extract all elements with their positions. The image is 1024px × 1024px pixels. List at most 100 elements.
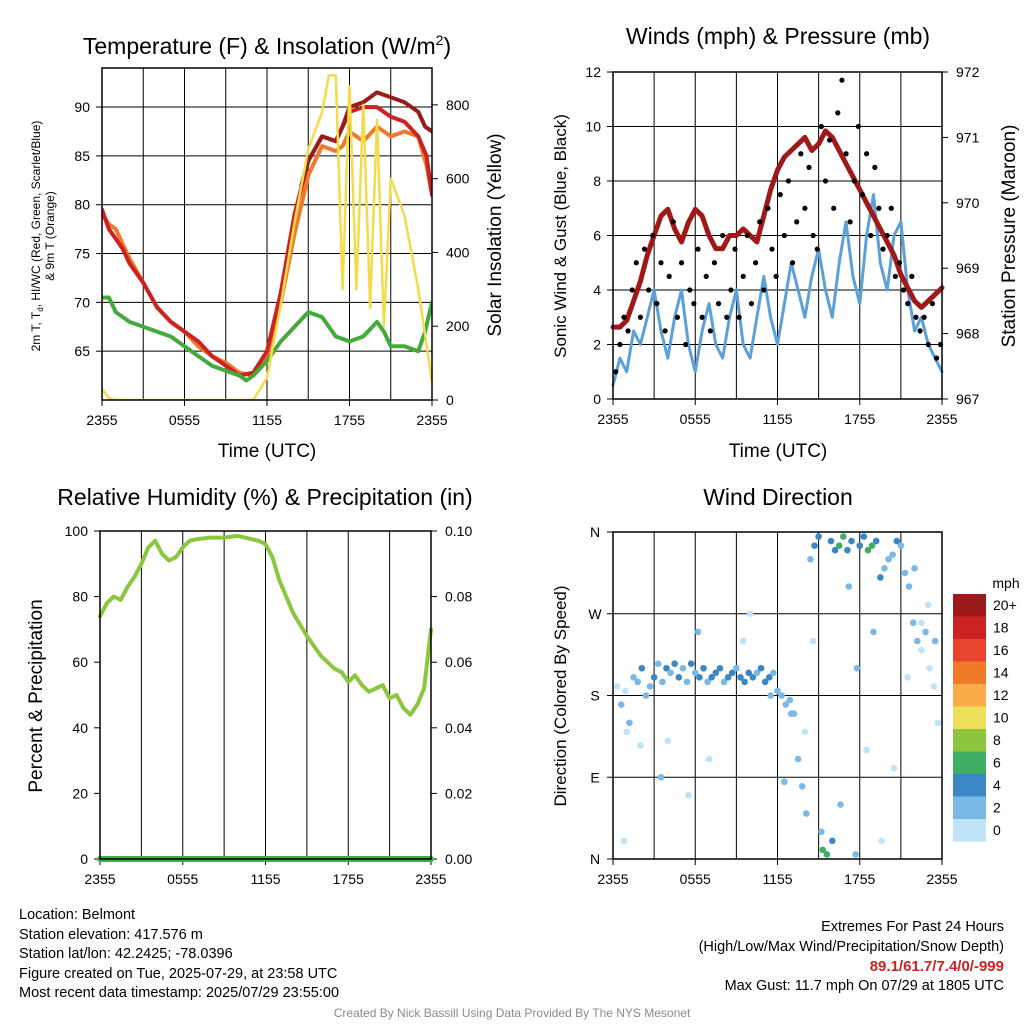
legend-label: 14 [993, 665, 1009, 681]
legend-swatch [953, 706, 986, 729]
legend-label: 0 [993, 822, 1001, 838]
wind-frame [612, 71, 943, 400]
direction-point [687, 660, 695, 668]
legend-label: 2 [993, 800, 1001, 816]
temperature-y2tick-label: 400 [446, 244, 470, 260]
legend-swatch [953, 774, 986, 797]
direction-point [794, 755, 802, 763]
direction-point [671, 660, 678, 668]
humidity-grid [140, 531, 391, 859]
direction-point [753, 669, 761, 677]
gust-point [670, 219, 676, 225]
direction-point [926, 664, 933, 672]
gust-point [740, 273, 746, 279]
extremes-title: Extremes For Past 24 Hours [821, 919, 1004, 935]
gust-point [736, 314, 742, 320]
direction-point [667, 669, 674, 677]
wind-xtick-label: 1155 [762, 411, 792, 427]
gust-point [843, 151, 849, 157]
direction-point [634, 678, 641, 686]
temperature-frame [101, 67, 433, 401]
direction-point [654, 660, 662, 668]
direction-point [630, 674, 637, 681]
direction-point [774, 687, 781, 695]
direction-point [745, 669, 753, 677]
direction-point [864, 546, 872, 554]
humidity-ytick-label: 40 [72, 720, 88, 736]
gust-point [654, 301, 660, 307]
direction-point [685, 792, 692, 799]
direction-point [737, 674, 744, 681]
gust-point [650, 232, 656, 239]
legend-swatch [953, 684, 986, 707]
direction-point [853, 664, 861, 672]
direction-frame [612, 531, 943, 860]
gust-point [637, 314, 644, 320]
legend-swatch [953, 594, 986, 617]
gust-point [921, 314, 927, 320]
temperature-ytick-label: 80 [74, 197, 90, 213]
direction-point [863, 746, 870, 754]
credit-text: Created By Nick Bassill Using Data Provi… [333, 1006, 691, 1020]
legend-label: 18 [993, 620, 1009, 636]
direction-point [889, 551, 896, 559]
wind-ytick-label: 4 [593, 282, 601, 298]
gust-point [633, 260, 639, 266]
legend-swatch [953, 661, 986, 684]
gust-point [884, 232, 890, 239]
direction-point [881, 565, 888, 572]
direction-point [877, 574, 884, 581]
direction-point [733, 664, 740, 672]
direction-point [622, 687, 629, 695]
direction-point [897, 542, 905, 549]
legend-label: 16 [993, 642, 1009, 658]
temperature-ylabel-line2: & 9m T (Orange) [43, 191, 57, 281]
temperature-series [102, 74, 432, 400]
direction-xtick-label: 1155 [762, 871, 792, 887]
direction-point [623, 728, 631, 736]
gust-point [913, 314, 919, 320]
gust-point [715, 301, 722, 307]
temperature-ytick-label: 65 [74, 343, 90, 359]
direction-point [739, 637, 747, 645]
direction-point [837, 801, 844, 808]
direction-point [924, 601, 932, 608]
legend-label: 4 [993, 777, 1001, 793]
direction-point [765, 674, 773, 681]
direction-point [872, 537, 880, 545]
gust-point [703, 273, 709, 279]
gust-point [864, 151, 870, 157]
wind-panel: Winds (mph) & Pressure (mb) Time (UTC) S… [551, 23, 1020, 462]
gust-point [773, 273, 779, 279]
humidity-ytick-label: 60 [72, 654, 88, 670]
dewpoint-line [102, 295, 432, 383]
gust-point [674, 314, 681, 320]
gust-point [933, 355, 940, 361]
direction-point [642, 692, 650, 699]
direction-point [909, 619, 917, 627]
direction-point [657, 773, 665, 781]
direction-point [831, 546, 839, 554]
direction-point [815, 533, 822, 540]
gust-point [888, 205, 894, 211]
gust-point [831, 205, 837, 211]
direction-point [749, 674, 757, 681]
gust-point [876, 205, 882, 211]
direction-point [761, 678, 769, 686]
gust-point [859, 192, 866, 198]
direction-point [646, 683, 654, 690]
sonic_wind-line [611, 193, 944, 387]
direction-point [922, 628, 929, 636]
direction-point [781, 778, 788, 786]
direction-point [818, 828, 825, 836]
wind-ytick-label: 0 [593, 391, 601, 407]
gust-point [732, 246, 738, 252]
gust-point [641, 246, 648, 252]
wind-ytick-label: 12 [585, 64, 601, 80]
gust-point [711, 260, 718, 266]
direction-point [848, 537, 855, 545]
direction-point [664, 737, 672, 745]
direction-title: Wind Direction [703, 484, 853, 510]
direction-point [638, 664, 646, 672]
gust-point [917, 328, 923, 334]
